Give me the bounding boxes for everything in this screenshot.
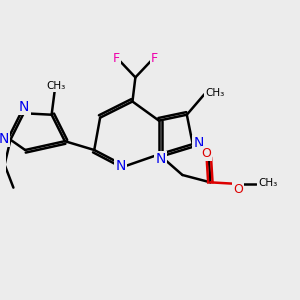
Text: N: N xyxy=(194,136,204,150)
Text: CH₃: CH₃ xyxy=(46,81,66,91)
Text: O: O xyxy=(233,183,243,196)
Text: N: N xyxy=(19,100,29,114)
Text: N: N xyxy=(0,132,9,146)
Text: N: N xyxy=(116,159,126,172)
Text: O: O xyxy=(202,147,212,160)
Text: F: F xyxy=(113,52,120,65)
Text: CH₃: CH₃ xyxy=(205,88,224,98)
Text: N: N xyxy=(155,152,166,166)
Text: F: F xyxy=(151,52,158,65)
Text: CH₃: CH₃ xyxy=(258,178,277,188)
